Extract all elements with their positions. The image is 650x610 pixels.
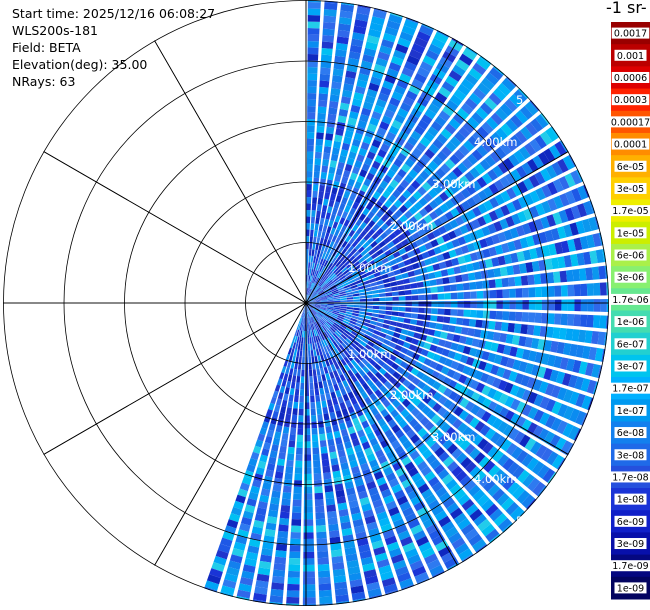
colorbar-label-bg bbox=[614, 493, 647, 505]
scan-rays bbox=[202, 0, 609, 606]
colorbar-tick-label: 1.7e-09 bbox=[612, 561, 648, 572]
colorbar-label-bg bbox=[611, 27, 650, 39]
colorbar-tick-label: 3e-06 bbox=[617, 273, 644, 284]
colorbar-label-bg bbox=[608, 471, 650, 483]
colorbar-label-bg bbox=[614, 160, 647, 172]
colorbar-label-bg bbox=[614, 49, 647, 61]
colorbar-tick-label: 6e-07 bbox=[617, 339, 644, 350]
colorbar-tick-label: 0.0006 bbox=[614, 73, 647, 84]
colorbar-tick-label: 1.7e-05 bbox=[612, 206, 648, 217]
colorbar-tick-label: 1e-05 bbox=[617, 228, 644, 239]
range-label-lower: 1.00km bbox=[348, 347, 391, 361]
colorbar-tick-label: 6e-09 bbox=[617, 517, 644, 528]
colorbar-label-bg bbox=[614, 360, 647, 372]
range-labels: 1.00km 2.00km 3.00km 4.00km 5. 1.00km 2.00km 3.… bbox=[348, 93, 527, 528]
colorbar-tick-label: 1e-08 bbox=[617, 495, 644, 506]
range-label-upper: 5. bbox=[516, 93, 527, 107]
scan-info-panel: Start time: 2025/12/16 06:08:27 WLS200s-… bbox=[12, 5, 215, 90]
instrument-label: WLS200s-181 bbox=[12, 23, 98, 38]
range-label-upper: 3.00km bbox=[432, 177, 475, 191]
colorbar-label-bg bbox=[614, 538, 647, 550]
colorbar-tick-label: 3e-09 bbox=[617, 539, 644, 550]
range-label-lower: 2.00km bbox=[390, 388, 433, 402]
colorbar-label-bg bbox=[608, 205, 650, 217]
nrays-label: NRays: 63 bbox=[12, 74, 76, 89]
colorbar-tick-label: 6e-05 bbox=[617, 162, 644, 173]
colorbar-label-bg bbox=[608, 382, 650, 394]
range-label-lower: 5. bbox=[516, 514, 527, 528]
colorbar-label-bg bbox=[614, 182, 647, 194]
colorbar-tick-label: 0.0003 bbox=[614, 95, 647, 106]
field-label: Field: BETA bbox=[12, 40, 81, 55]
colorbar-label-bg bbox=[614, 404, 647, 416]
colorbar-unit-label: -1 sr- bbox=[606, 0, 647, 17]
colorbar-tick-label: 3e-07 bbox=[617, 361, 644, 372]
colorbar-tick-label: 1.7e-07 bbox=[612, 384, 648, 395]
colorbar-label-bg bbox=[614, 271, 647, 283]
colorbar-tick-label: 3e-05 bbox=[617, 184, 644, 195]
colorbar-tick-label: 1e-06 bbox=[617, 317, 644, 328]
colorbar-tick-label: 1e-07 bbox=[617, 406, 644, 417]
range-label-upper: 2.00km bbox=[390, 219, 433, 233]
colorbar-label-bg bbox=[608, 293, 650, 305]
range-label-upper: 1.00km bbox=[348, 261, 391, 275]
elevation-label: Elevation(deg): 35.00 bbox=[12, 57, 148, 72]
colorbar-tick-label: 1e-09 bbox=[617, 583, 644, 594]
colorbar-label-bg bbox=[614, 449, 647, 461]
colorbar-tick-label: 0.001 bbox=[617, 51, 644, 62]
colorbar-label-bg bbox=[614, 338, 647, 350]
polar-grid bbox=[3, 0, 609, 606]
colorbar-label-bg bbox=[611, 71, 650, 83]
colorbar-label-bg bbox=[614, 227, 647, 239]
colorbar-label-bg bbox=[611, 138, 650, 150]
start-time-label: Start time: 2025/12/16 06:08:27 bbox=[12, 6, 216, 21]
colorbar-label-bg bbox=[614, 316, 647, 328]
range-label-lower: 4.00km bbox=[474, 472, 517, 486]
colorbar-label-bg bbox=[614, 427, 647, 439]
range-label-upper: 4.00km bbox=[474, 135, 517, 149]
colorbar-tick-label: 1.7e-08 bbox=[612, 472, 648, 483]
colorbar-label-bg bbox=[614, 515, 647, 527]
colorbar-tick-label: 6e-06 bbox=[617, 251, 644, 262]
colorbar-tick-label: 0.0017 bbox=[614, 29, 647, 40]
colorbar-tick-label: 0.0001 bbox=[614, 140, 647, 151]
colorbar-label-bg bbox=[611, 94, 650, 106]
colorbar-label-bg bbox=[614, 249, 647, 261]
colorbar-label-bg bbox=[608, 560, 650, 572]
colorbar-label-bg bbox=[614, 582, 647, 594]
colorbar-tick-label: 3e-08 bbox=[617, 450, 644, 461]
range-label-lower: 3.00km bbox=[432, 430, 475, 444]
colorbar: 0.0017 0.001 0.0006 0.0003 0.00017 0.0001 6e-0… bbox=[608, 22, 650, 600]
colorbar-tick-label: 1.7e-06 bbox=[612, 295, 648, 306]
colorbar-tick-label: 6e-08 bbox=[617, 428, 644, 439]
colorbar-label-bg bbox=[608, 116, 650, 128]
colorbar-tick-label: 0.00017 bbox=[611, 117, 650, 128]
